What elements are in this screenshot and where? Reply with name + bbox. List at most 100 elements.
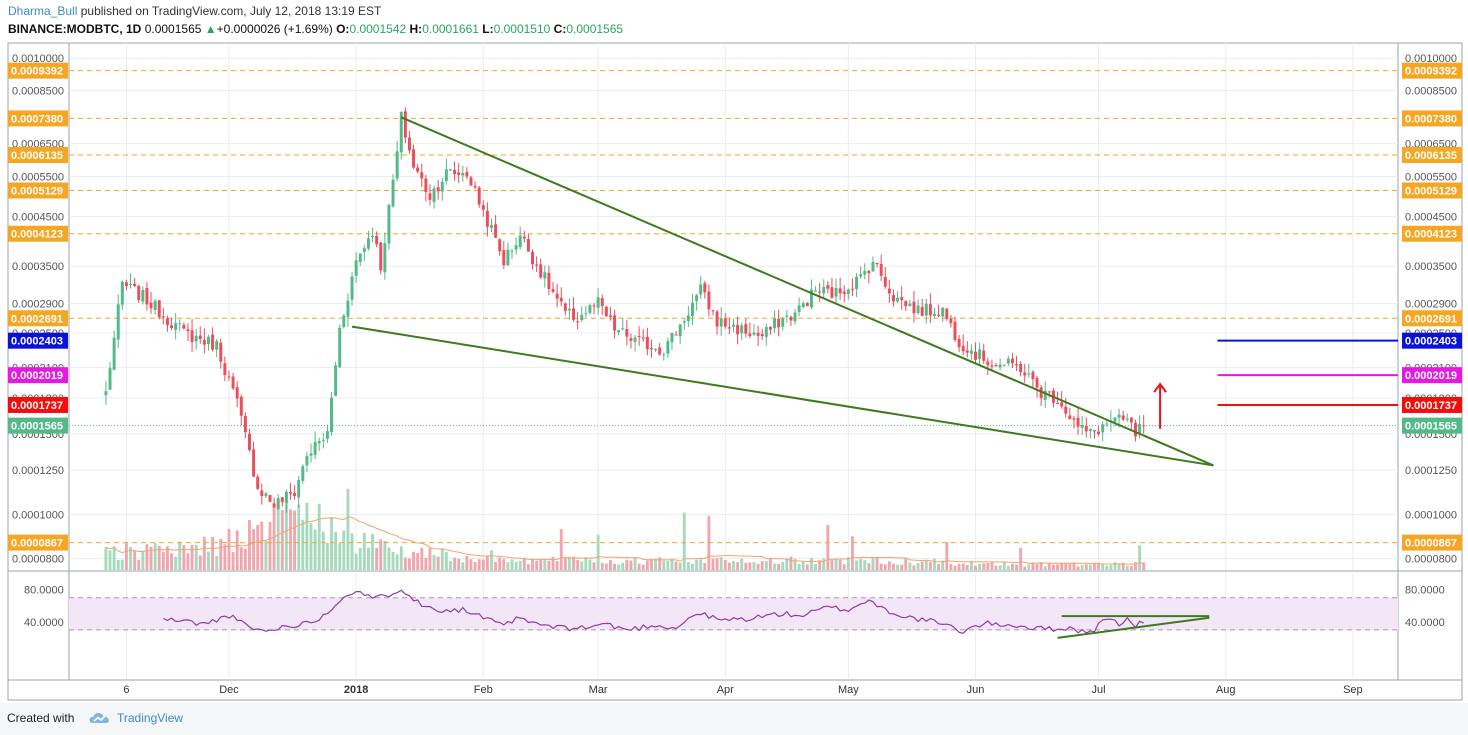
candle-body bbox=[387, 204, 391, 244]
candle-body bbox=[526, 239, 530, 252]
symbol-title[interactable]: BINANCE:MODBTC, 1D bbox=[8, 22, 142, 36]
right-level-label-bg bbox=[1402, 396, 1462, 413]
candle-body bbox=[190, 330, 194, 343]
candle-body bbox=[1035, 377, 1039, 388]
candle-body bbox=[768, 326, 772, 330]
tradingview-cloud-icon[interactable] bbox=[88, 710, 112, 726]
volume-bar bbox=[978, 563, 982, 570]
candle-body bbox=[567, 308, 571, 311]
candle-body bbox=[990, 365, 994, 367]
volume-bar bbox=[670, 558, 674, 570]
volume-bar bbox=[104, 547, 108, 570]
volume-bar bbox=[567, 556, 571, 570]
volume-bar bbox=[174, 556, 178, 570]
left-price-tick-label: 0.0005500 bbox=[12, 172, 64, 184]
volume-bar bbox=[129, 547, 132, 570]
candle-body bbox=[522, 236, 526, 239]
candle-body bbox=[444, 169, 448, 182]
candle-body bbox=[354, 260, 358, 276]
volume-bar bbox=[920, 561, 924, 570]
candle-body bbox=[809, 289, 813, 308]
candle-body bbox=[510, 250, 514, 252]
volume-bar bbox=[924, 560, 928, 570]
candle-body bbox=[604, 306, 608, 317]
right-level-label-bg bbox=[1402, 147, 1462, 164]
volume-bar bbox=[379, 539, 383, 570]
right-price-tick-label: 0.0004500 bbox=[1405, 211, 1457, 223]
candle-body bbox=[1023, 372, 1027, 376]
chart-header: Dharma_Bull published on TradingView.com… bbox=[0, 0, 1468, 40]
volume-bar bbox=[801, 561, 805, 570]
candle-body bbox=[141, 289, 145, 302]
volume-bar bbox=[838, 559, 842, 570]
time-tick-label: Mar bbox=[589, 684, 608, 696]
candle-body bbox=[325, 431, 329, 439]
price-chart[interactable]: 0.0010000 0.0010000 0.0008500 0.0008500 0.00… bbox=[0, 0, 1468, 703]
left-level-label-bg bbox=[8, 332, 68, 349]
volume-bar bbox=[572, 556, 575, 570]
volume-bar bbox=[358, 548, 362, 570]
candle-body bbox=[834, 287, 838, 297]
volume-bar bbox=[461, 562, 465, 570]
candle-body bbox=[789, 316, 793, 321]
left-level-label: 0.0000867 bbox=[11, 538, 63, 550]
volume-bar bbox=[473, 562, 477, 570]
volume-bar bbox=[239, 547, 243, 570]
candle-body bbox=[194, 335, 198, 342]
high-label: H: bbox=[409, 22, 423, 36]
candle-body bbox=[961, 345, 965, 352]
volume-bar bbox=[399, 546, 403, 570]
candle-body bbox=[535, 264, 539, 266]
candle-body bbox=[264, 493, 268, 496]
candle-body bbox=[149, 302, 153, 309]
candle-body bbox=[157, 300, 161, 318]
candle-body bbox=[1101, 424, 1105, 433]
candle-body bbox=[1092, 430, 1096, 432]
candle-body bbox=[682, 321, 686, 323]
price-axis: 0.0010000 0.0010000 0.0008500 0.0008500 0.00… bbox=[8, 53, 1462, 566]
volume-bar bbox=[1056, 564, 1059, 570]
volume-bar bbox=[161, 551, 165, 570]
volume-bar bbox=[871, 558, 875, 570]
volume-bar bbox=[596, 534, 600, 570]
volume-bar bbox=[264, 540, 268, 570]
candle-body bbox=[974, 351, 977, 360]
candle-body bbox=[342, 315, 346, 327]
volume-bar bbox=[1134, 562, 1137, 570]
volume-bar bbox=[1109, 565, 1113, 570]
volume-bar bbox=[986, 562, 990, 570]
volume-bar bbox=[834, 558, 838, 570]
right-level-label-bg bbox=[1402, 225, 1462, 242]
candle-body bbox=[649, 347, 653, 350]
volume-bar bbox=[1117, 563, 1121, 570]
candle-body bbox=[1142, 425, 1146, 427]
candle-body bbox=[403, 111, 407, 138]
volume-bar bbox=[1121, 562, 1125, 570]
author-link[interactable]: Dharma_Bull bbox=[8, 4, 78, 18]
volume-bar bbox=[494, 561, 498, 570]
volume-bar bbox=[941, 560, 945, 570]
volume-bar bbox=[736, 562, 740, 570]
volume-bar bbox=[268, 521, 272, 570]
candle-body bbox=[1060, 402, 1064, 407]
volume-bar bbox=[420, 547, 424, 570]
candle-body bbox=[842, 291, 846, 294]
volume-bar bbox=[732, 560, 735, 570]
volume-bar bbox=[170, 553, 173, 570]
candle-body bbox=[859, 274, 863, 277]
volume-bar bbox=[510, 559, 514, 570]
tradingview-link[interactable]: TradingView bbox=[117, 711, 184, 725]
right-level-label: 0.0001565 bbox=[1405, 421, 1457, 433]
volume-bar bbox=[969, 560, 973, 570]
volume-bar bbox=[609, 559, 612, 570]
volume-bar bbox=[498, 557, 502, 570]
candle-body bbox=[420, 172, 424, 179]
candle-body bbox=[941, 307, 945, 317]
candle-body bbox=[428, 193, 432, 200]
candle-body bbox=[248, 433, 251, 451]
volume-bar bbox=[896, 564, 900, 570]
volume-bar bbox=[908, 562, 912, 570]
candle-body bbox=[801, 303, 805, 308]
volume-bars bbox=[104, 488, 1146, 570]
candle-body bbox=[994, 365, 998, 367]
